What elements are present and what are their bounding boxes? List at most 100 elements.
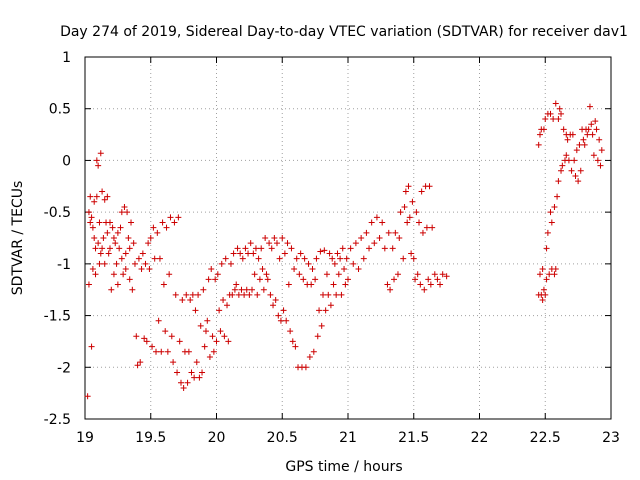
data-point xyxy=(264,276,271,283)
data-point xyxy=(245,250,252,257)
data-point xyxy=(333,291,340,298)
data-point xyxy=(325,291,332,298)
data-point xyxy=(255,255,262,262)
data-point xyxy=(202,328,209,335)
data-point xyxy=(387,286,394,293)
data-point xyxy=(330,281,337,288)
data-point xyxy=(342,281,349,288)
data-point xyxy=(91,235,98,241)
data-point xyxy=(544,229,551,236)
y-tick-label: 0.5 xyxy=(49,102,71,118)
data-point xyxy=(556,105,563,112)
data-point xyxy=(99,245,106,252)
data-point xyxy=(314,333,321,340)
data-point xyxy=(392,229,399,236)
data-point xyxy=(551,203,558,210)
data-point xyxy=(410,255,417,262)
data-point xyxy=(270,302,277,309)
data-point xyxy=(205,276,212,283)
data-point xyxy=(575,178,582,185)
data-point xyxy=(168,333,175,340)
x-axis-label: GPS time / hours xyxy=(285,459,402,475)
data-point xyxy=(558,110,565,117)
data-point xyxy=(423,224,430,231)
data-point xyxy=(147,235,154,241)
data-point xyxy=(197,322,204,329)
data-point xyxy=(145,240,152,247)
data-point xyxy=(547,209,554,216)
data-point xyxy=(401,203,408,210)
tick-labels: 19 19.5 20 20.5 21 21.5 22 22.5 23 1 0.5 0 -0.5 -1 -1.… xyxy=(44,50,620,446)
data-point xyxy=(320,291,327,298)
data-point xyxy=(251,271,258,278)
data-point xyxy=(146,266,153,273)
data-point xyxy=(206,353,213,360)
data-point xyxy=(309,266,316,273)
data-point xyxy=(434,276,441,283)
data-point xyxy=(113,260,120,267)
data-point xyxy=(555,178,562,185)
data-point xyxy=(341,266,348,273)
data-point xyxy=(385,229,392,236)
data-point xyxy=(571,157,578,164)
data-point xyxy=(305,260,312,267)
data-point xyxy=(284,240,291,247)
data-point xyxy=(554,193,561,200)
data-point xyxy=(220,297,227,304)
data-point xyxy=(540,126,547,133)
data-point xyxy=(156,255,163,262)
data-point xyxy=(384,281,391,288)
data-point xyxy=(280,307,287,314)
grid xyxy=(85,57,611,419)
data-point xyxy=(92,245,99,252)
data-point xyxy=(95,240,102,247)
data-point xyxy=(214,271,221,278)
data-point xyxy=(129,286,136,293)
data-point xyxy=(558,167,565,174)
chart-title: Day 274 of 2019, Sidereal Day-to-day VTE… xyxy=(60,24,628,40)
data-point xyxy=(277,317,284,324)
data-point xyxy=(210,348,217,355)
data-point xyxy=(110,235,117,241)
data-point xyxy=(350,260,357,267)
data-point xyxy=(414,271,421,278)
data-point xyxy=(540,286,547,293)
data-point xyxy=(250,250,257,257)
data-point xyxy=(154,229,161,236)
data-point xyxy=(548,219,555,226)
data-point xyxy=(137,359,144,366)
data-point xyxy=(400,255,407,262)
data-point xyxy=(405,183,412,190)
data-point xyxy=(288,245,295,252)
data-point xyxy=(213,338,220,345)
data-points xyxy=(84,100,605,400)
data-point xyxy=(563,152,570,159)
data-point xyxy=(289,338,296,345)
data-point xyxy=(87,193,94,200)
data-point xyxy=(396,235,403,241)
data-point xyxy=(543,276,550,283)
data-point xyxy=(437,281,444,288)
data-point xyxy=(112,240,119,247)
data-point xyxy=(266,240,273,247)
data-point xyxy=(580,136,587,143)
data-point xyxy=(335,271,342,278)
data-point xyxy=(310,348,317,355)
data-point xyxy=(397,209,404,216)
data-point xyxy=(159,219,166,226)
data-point xyxy=(187,297,194,304)
data-point xyxy=(114,281,121,288)
data-point xyxy=(217,328,224,335)
data-point xyxy=(193,359,200,366)
y-tick-label: -1.5 xyxy=(44,309,71,325)
x-tick-label: 19 xyxy=(76,430,94,446)
data-point xyxy=(568,167,575,174)
data-point xyxy=(99,188,106,195)
data-point xyxy=(188,369,195,376)
data-point xyxy=(126,276,133,283)
data-point xyxy=(285,281,292,288)
data-point xyxy=(234,245,241,252)
data-point xyxy=(191,374,198,381)
data-point xyxy=(588,121,595,128)
